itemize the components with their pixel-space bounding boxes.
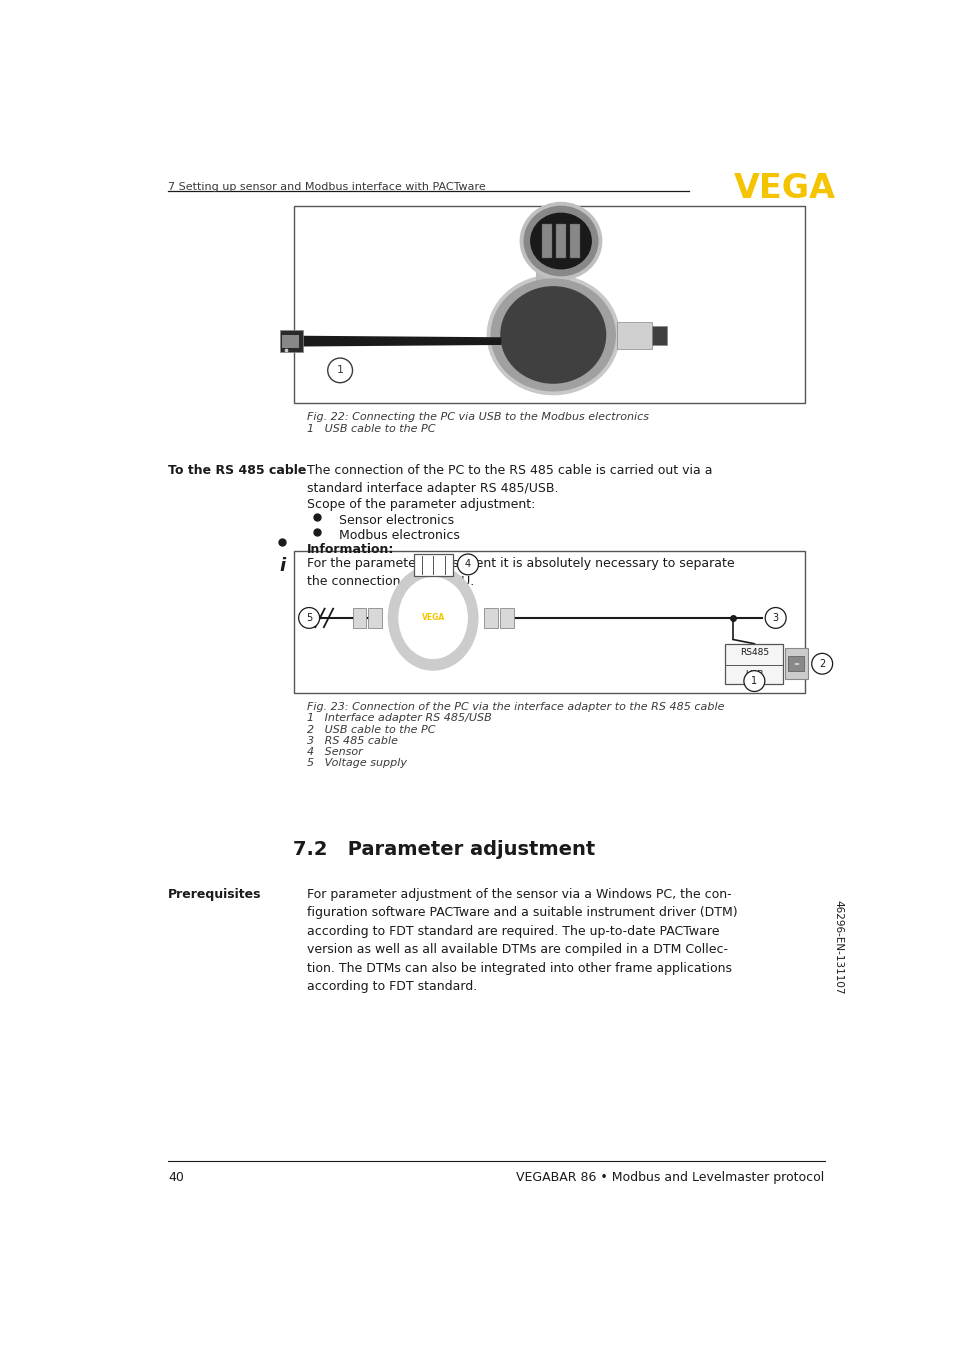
FancyBboxPatch shape — [555, 223, 566, 259]
Ellipse shape — [398, 578, 467, 658]
Text: Modbus electronics: Modbus electronics — [339, 529, 459, 542]
Ellipse shape — [500, 287, 605, 383]
Ellipse shape — [491, 279, 615, 391]
Text: For parameter adjustment of the sensor via a Windows PC, the con-
figuration sof: For parameter adjustment of the sensor v… — [307, 888, 737, 994]
Text: VEGA: VEGA — [421, 613, 444, 623]
FancyBboxPatch shape — [368, 608, 381, 628]
Text: Prerequisites: Prerequisites — [168, 888, 261, 900]
Ellipse shape — [523, 206, 598, 276]
Text: 1: 1 — [336, 366, 343, 375]
Text: Fig. 22: Connecting the PC via USB to the Modbus electronics: Fig. 22: Connecting the PC via USB to th… — [307, 412, 648, 422]
Text: Sensor electronics: Sensor electronics — [339, 515, 454, 527]
Text: RS485: RS485 — [739, 647, 768, 657]
Text: 40: 40 — [168, 1171, 184, 1185]
Text: 4: 4 — [464, 559, 471, 570]
Ellipse shape — [530, 214, 591, 268]
Text: =: = — [792, 661, 798, 666]
FancyBboxPatch shape — [414, 554, 452, 575]
Circle shape — [743, 670, 764, 692]
Bar — [294, 551, 804, 693]
Text: 46296-EN-131107: 46296-EN-131107 — [833, 900, 842, 994]
Text: 3   RS 485 cable: 3 RS 485 cable — [307, 735, 397, 746]
Text: USB: USB — [744, 670, 762, 680]
Text: Fig. 23: Connection of the PC via the interface adapter to the RS 485 cable: Fig. 23: Connection of the PC via the in… — [307, 703, 723, 712]
Text: 2: 2 — [819, 659, 824, 669]
Text: To the RS 485 cable: To the RS 485 cable — [168, 464, 306, 478]
Text: 1   Interface adapter RS 485/USB: 1 Interface adapter RS 485/USB — [307, 714, 491, 723]
Text: 7.2   Parameter adjustment: 7.2 Parameter adjustment — [293, 839, 595, 858]
FancyBboxPatch shape — [784, 649, 807, 680]
FancyBboxPatch shape — [499, 608, 513, 628]
Text: VEGA: VEGA — [734, 172, 835, 204]
FancyBboxPatch shape — [541, 223, 552, 259]
Text: Scope of the parameter adjustment:: Scope of the parameter adjustment: — [307, 498, 535, 512]
Circle shape — [811, 654, 832, 674]
FancyBboxPatch shape — [353, 608, 366, 628]
Circle shape — [328, 357, 353, 383]
FancyBboxPatch shape — [484, 608, 497, 628]
Text: Information:: Information: — [307, 543, 394, 556]
Circle shape — [457, 554, 478, 575]
FancyBboxPatch shape — [282, 334, 298, 348]
Ellipse shape — [519, 203, 601, 279]
Text: 3: 3 — [772, 613, 778, 623]
Ellipse shape — [487, 275, 618, 394]
FancyBboxPatch shape — [787, 657, 802, 672]
Circle shape — [764, 608, 785, 628]
Text: For the parameter adjustment it is absolutely necessary to separate
the connecti: For the parameter adjustment it is absol… — [307, 556, 734, 588]
FancyBboxPatch shape — [569, 223, 579, 259]
Text: 4   Sensor: 4 Sensor — [307, 747, 362, 757]
FancyBboxPatch shape — [279, 330, 303, 352]
FancyBboxPatch shape — [617, 322, 651, 349]
Text: i: i — [278, 558, 285, 575]
Text: 1   USB cable to the PC: 1 USB cable to the PC — [307, 424, 435, 435]
Text: VEGABAR 86 • Modbus and Levelmaster protocol: VEGABAR 86 • Modbus and Levelmaster prot… — [516, 1171, 823, 1185]
Polygon shape — [301, 336, 500, 347]
Ellipse shape — [388, 566, 477, 670]
Text: 5   Voltage supply: 5 Voltage supply — [307, 758, 406, 768]
Bar — [724, 643, 782, 684]
Bar — [294, 206, 804, 402]
Text: 5: 5 — [306, 613, 312, 623]
FancyBboxPatch shape — [536, 259, 570, 288]
Text: 2   USB cable to the PC: 2 USB cable to the PC — [307, 724, 435, 735]
Text: 7 Setting up sensor and Modbus interface with PACTware: 7 Setting up sensor and Modbus interface… — [168, 183, 485, 192]
FancyBboxPatch shape — [651, 326, 666, 345]
Circle shape — [298, 608, 319, 628]
Text: The connection of the PC to the RS 485 cable is carried out via a
standard inter: The connection of the PC to the RS 485 c… — [307, 464, 712, 496]
Text: 1: 1 — [751, 676, 757, 686]
